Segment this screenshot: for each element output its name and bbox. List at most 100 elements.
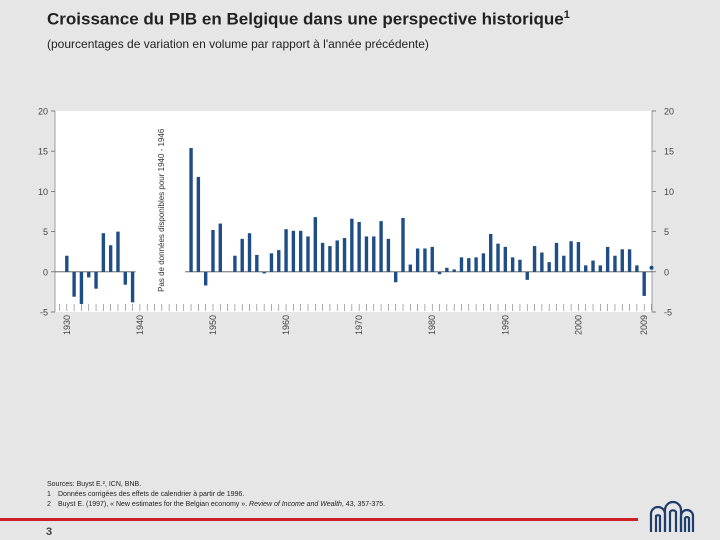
bar-1938	[123, 271, 127, 285]
y-tick-label-right: -5	[664, 308, 672, 318]
y-tick-label-left: -5	[40, 308, 48, 318]
bar-1972	[372, 236, 376, 272]
bar-1961	[291, 230, 296, 272]
footer-red-line	[0, 518, 638, 521]
bar-1971	[364, 236, 369, 272]
bar-2005	[613, 255, 617, 272]
bar-1959	[277, 250, 281, 272]
bar-1992	[518, 259, 522, 272]
nbb-logo-icon	[649, 500, 695, 532]
bar-1970	[357, 221, 361, 272]
gap-annotation: Pas de données disponibles pour 1940 - 1…	[157, 128, 166, 292]
bar-1957	[262, 271, 266, 274]
bar-2001	[584, 265, 588, 272]
bar-2006	[620, 249, 624, 272]
bar-1974	[386, 238, 391, 272]
bar-1984	[459, 257, 464, 272]
sources-block: Sources: Buyst E.², ICN, BNB. 1 Données c…	[47, 480, 385, 510]
x-tick-label: 1980	[427, 315, 437, 335]
bar-1939	[130, 271, 135, 303]
x-tick-label: 1990	[500, 315, 510, 335]
bar-1930	[65, 255, 69, 272]
bar-2002	[591, 260, 595, 272]
bar-1963	[306, 236, 310, 272]
bar-1965	[320, 242, 325, 272]
y-tick-label-right: 20	[664, 107, 674, 117]
bar-1983	[452, 269, 456, 272]
bar-1985	[467, 258, 471, 272]
bar-1953	[233, 255, 237, 272]
bar-1982	[445, 267, 449, 272]
bar-1947	[189, 147, 193, 272]
bar-1976	[401, 217, 405, 272]
bar-1999	[569, 241, 573, 272]
bar-2000	[576, 242, 581, 272]
bar-1994	[532, 246, 537, 272]
data-point-2010	[649, 265, 654, 270]
chart-subtitle: (pourcentages de variation en volume par…	[47, 37, 429, 51]
bar-1995	[540, 252, 544, 272]
footnote-2: 2 Buyst E. (1997), « New estimates for th…	[47, 501, 386, 508]
bar-1951	[218, 223, 222, 272]
bar-1932	[79, 271, 84, 304]
x-tick-label: 2000	[573, 315, 583, 335]
x-tick-label: 1960	[281, 315, 291, 335]
bar-1981	[437, 271, 442, 275]
y-tick-label-right: 5	[664, 227, 669, 237]
footnote-1: 1 Données corrigées des effets de calendr…	[47, 491, 245, 498]
x-tick-label: 2009	[639, 315, 649, 335]
bar-1969	[350, 218, 354, 272]
bar-1989	[496, 243, 500, 272]
y-tick-label-right: 0	[664, 267, 669, 277]
bar-1955	[247, 233, 252, 272]
bar-1931	[72, 271, 76, 297]
bar-1935	[101, 233, 106, 272]
bar-1986	[474, 257, 478, 272]
bar-1996	[547, 262, 551, 272]
bar-1993	[525, 271, 529, 280]
bar-1978	[415, 248, 420, 272]
bar-1973	[379, 221, 383, 272]
plot-area	[55, 111, 652, 312]
y-tick-label-left: 5	[43, 227, 48, 237]
bar-1980	[430, 246, 434, 272]
bar-2004	[605, 246, 610, 272]
bar-1950	[211, 229, 215, 272]
y-tick-label-left: 15	[38, 147, 48, 157]
bar-1964	[313, 217, 318, 272]
bar-1962	[298, 230, 303, 272]
bar-1997	[554, 242, 559, 272]
gdp-growth-chart: -5 -5 0 0 5 5 10 10 15 15 20 20 1930 1940 1950 1960 1970…	[38, 107, 674, 336]
bar-1977	[408, 264, 413, 272]
bar-1979	[423, 248, 427, 272]
bar-1960	[284, 229, 288, 272]
bar-2008	[635, 265, 639, 272]
bar-1975	[393, 271, 398, 283]
bar-1998	[562, 255, 566, 272]
bar-1936	[108, 245, 113, 272]
bar-2003	[598, 265, 603, 272]
chart-title: Croissance du PIB en Belgique dans une p…	[47, 9, 570, 29]
y-tick-label-left: 10	[38, 187, 48, 197]
sources-label: Sources: Buyst E.², ICN, BNB.	[47, 481, 142, 488]
bar-1987	[481, 253, 486, 272]
bar-2007	[627, 249, 632, 272]
bar-1958	[269, 253, 274, 272]
bar-1968	[342, 238, 347, 272]
y-tick-label-left: 0	[43, 267, 48, 277]
bar-1954	[240, 238, 244, 272]
bar-1988	[489, 234, 493, 272]
bar-1991	[510, 257, 515, 272]
bar-1949	[203, 271, 208, 286]
y-tick-label-right: 15	[664, 147, 674, 157]
page-number: 3	[46, 526, 53, 538]
bar-1956	[255, 254, 259, 272]
y-tick-label-left: 20	[38, 107, 48, 117]
x-tick-label: 1950	[208, 315, 218, 335]
bar-2009	[642, 271, 646, 296]
bar-1990	[503, 246, 508, 272]
x-tick-label: 1940	[135, 315, 145, 335]
bar-1937	[116, 231, 120, 272]
bar-1967	[335, 240, 339, 272]
x-tick-label: 1970	[354, 315, 364, 335]
